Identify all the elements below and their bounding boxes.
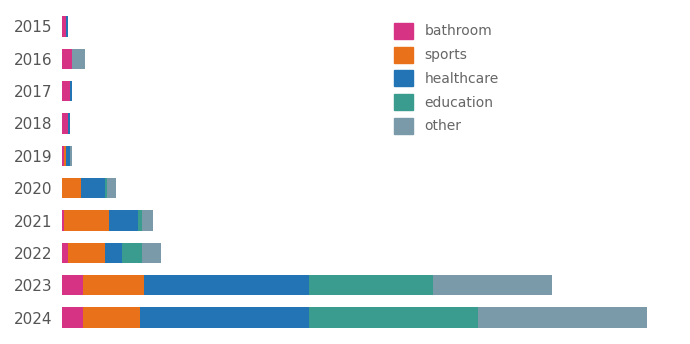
Bar — [64, 146, 66, 166]
Bar — [81, 178, 106, 198]
Bar — [144, 275, 309, 295]
Bar — [64, 211, 110, 230]
Bar — [66, 17, 68, 36]
Bar — [62, 211, 64, 230]
Bar — [72, 49, 85, 69]
Legend: bathroom, sports, healthcare, education, other: bathroom, sports, healthcare, education,… — [388, 17, 504, 139]
Bar — [62, 146, 64, 166]
Bar — [309, 308, 478, 327]
Bar — [122, 243, 142, 263]
Bar — [142, 211, 152, 230]
Bar — [62, 243, 68, 263]
Bar — [70, 146, 72, 166]
Bar — [433, 275, 552, 295]
Bar — [62, 114, 68, 133]
Bar — [110, 211, 138, 230]
Bar — [309, 275, 433, 295]
Bar — [62, 308, 83, 327]
Bar — [106, 243, 122, 263]
Bar — [108, 178, 116, 198]
Bar — [106, 178, 108, 198]
Bar — [478, 308, 647, 327]
Bar — [83, 275, 144, 295]
Bar — [83, 308, 140, 327]
Bar — [62, 17, 66, 36]
Bar — [138, 211, 142, 230]
Bar — [62, 49, 72, 69]
Bar — [62, 81, 70, 101]
Bar — [140, 308, 309, 327]
Bar — [62, 275, 83, 295]
Bar — [70, 81, 72, 101]
Bar — [68, 243, 106, 263]
Bar — [66, 146, 70, 166]
Bar — [62, 178, 81, 198]
Bar — [142, 243, 161, 263]
Bar — [68, 114, 70, 133]
